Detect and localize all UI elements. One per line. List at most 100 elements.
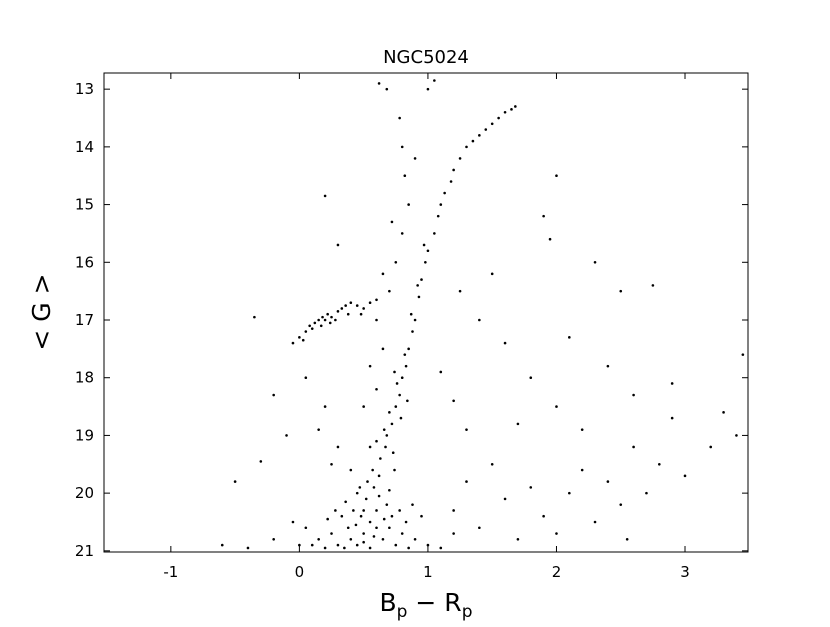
point	[330, 315, 333, 319]
point	[580, 428, 584, 431]
point	[406, 399, 409, 403]
x-tick-label: -1	[163, 563, 178, 581]
point	[366, 480, 369, 483]
point	[394, 260, 398, 264]
point	[375, 387, 378, 391]
point	[404, 520, 408, 524]
point	[398, 116, 401, 120]
point	[349, 301, 353, 304]
point	[722, 411, 725, 414]
y-tick-label: 19	[75, 426, 94, 444]
point	[344, 500, 347, 504]
point	[368, 301, 372, 304]
point	[568, 336, 571, 339]
point	[340, 514, 344, 518]
point	[394, 543, 398, 547]
point	[436, 214, 440, 218]
point	[465, 145, 468, 149]
point	[433, 79, 436, 82]
point	[400, 532, 404, 535]
point	[426, 249, 430, 253]
point	[362, 509, 365, 512]
point	[411, 503, 414, 506]
point	[393, 370, 396, 374]
y-axis-label: < G >	[27, 273, 56, 350]
point	[670, 416, 674, 420]
point	[371, 468, 374, 472]
point	[368, 445, 372, 449]
point	[443, 191, 446, 195]
point	[385, 87, 389, 91]
point	[377, 474, 381, 478]
point	[398, 509, 401, 512]
point	[404, 364, 408, 368]
point	[452, 532, 455, 535]
point	[632, 445, 635, 449]
point	[514, 105, 517, 108]
point	[529, 376, 533, 380]
point	[439, 203, 443, 206]
point	[542, 514, 545, 518]
point	[593, 520, 597, 524]
point	[413, 157, 417, 160]
y-tick-label: 17	[75, 311, 94, 329]
point	[372, 486, 376, 489]
point	[375, 509, 378, 512]
point	[291, 341, 295, 345]
point	[362, 540, 365, 544]
point	[670, 382, 674, 385]
point	[328, 321, 332, 325]
y-tick-label: 18	[75, 369, 94, 387]
point	[426, 543, 430, 547]
point	[382, 428, 386, 431]
point	[411, 330, 414, 333]
point	[645, 491, 648, 495]
point	[510, 108, 513, 111]
point	[381, 538, 385, 541]
point	[330, 532, 333, 535]
point	[555, 174, 558, 178]
point	[349, 538, 353, 541]
point	[317, 428, 320, 431]
point	[291, 520, 295, 524]
point	[516, 538, 520, 541]
point	[368, 546, 372, 550]
point	[375, 526, 378, 530]
point	[364, 497, 368, 501]
point	[319, 324, 323, 328]
point	[384, 445, 387, 449]
point	[349, 468, 353, 472]
point	[390, 422, 394, 426]
y-tick-label: 20	[75, 484, 94, 502]
point	[253, 315, 256, 319]
point	[336, 445, 340, 449]
point	[388, 488, 391, 492]
point	[368, 364, 372, 368]
point	[619, 503, 623, 506]
point	[323, 405, 327, 408]
point	[362, 307, 365, 310]
point	[458, 157, 462, 160]
point	[336, 310, 340, 313]
point	[375, 439, 378, 443]
point	[334, 509, 337, 512]
point	[503, 497, 507, 501]
point	[285, 434, 288, 437]
point	[400, 232, 404, 235]
point	[390, 220, 394, 224]
point	[398, 393, 401, 397]
point	[422, 243, 426, 247]
point	[304, 330, 308, 333]
x-label-part: − R	[407, 588, 461, 617]
point	[381, 272, 385, 276]
point	[344, 304, 347, 307]
point	[340, 307, 344, 310]
point	[658, 462, 661, 466]
point	[310, 327, 314, 330]
point	[709, 445, 713, 449]
point	[484, 128, 488, 131]
point	[304, 526, 308, 530]
point	[377, 494, 381, 498]
point	[407, 347, 410, 351]
point	[343, 546, 346, 550]
